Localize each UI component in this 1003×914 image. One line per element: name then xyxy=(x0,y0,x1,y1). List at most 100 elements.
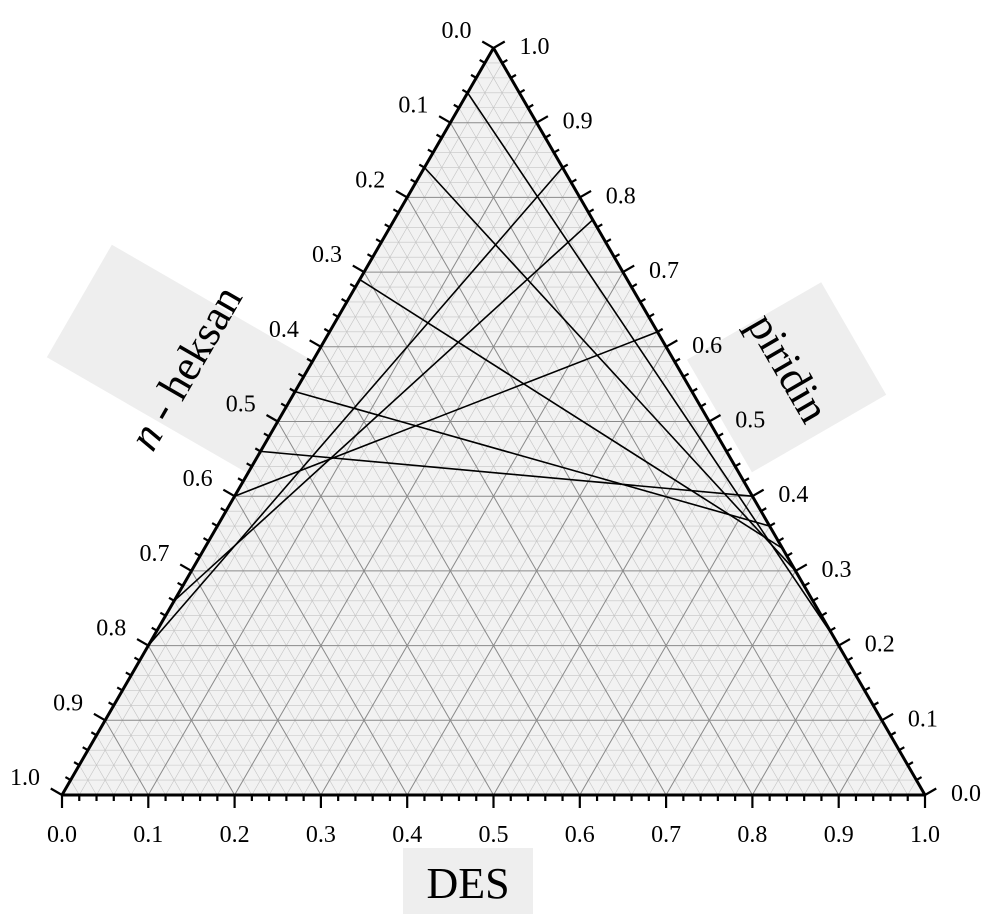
left-axis-tick xyxy=(179,563,192,572)
right-axis-tick-label: 0.7 xyxy=(649,258,679,284)
fine-grid-line xyxy=(803,690,865,796)
fine-grid-line xyxy=(398,212,736,796)
fine-grid-line xyxy=(441,376,684,796)
major-grid-line xyxy=(751,645,840,796)
left-axis-tick-label: 0.7 xyxy=(139,541,169,567)
bottom-axis-tick-label: 0.1 xyxy=(133,822,163,848)
left-axis-tick xyxy=(159,611,167,617)
left-axis-tick xyxy=(151,626,158,632)
bottom-axis-tick-label: 0.5 xyxy=(479,822,509,848)
right-axis-tick xyxy=(743,477,750,483)
right-axis-tick xyxy=(786,552,793,557)
fine-grid-line xyxy=(700,600,814,796)
fine-grid-line xyxy=(855,735,891,796)
right-axis-tick xyxy=(708,414,722,423)
right-axis-tick-label: 1.0 xyxy=(520,34,550,60)
right-axis-tick xyxy=(838,638,851,647)
left-axis-tick xyxy=(222,488,236,498)
major-grid-line xyxy=(493,421,710,796)
major-grid-line xyxy=(363,271,667,796)
left-axis-tick xyxy=(177,581,184,587)
left-axis-tick xyxy=(470,73,477,79)
right-axis-tick xyxy=(846,656,854,662)
right-axis-tick xyxy=(829,626,836,632)
left-axis-tick xyxy=(254,447,262,453)
left-axis-tick xyxy=(50,787,63,796)
bottom-axis-tick-label: 0.9 xyxy=(824,822,854,848)
left-axis-tick xyxy=(202,537,210,542)
left-axis-tick xyxy=(366,253,374,259)
right-axis-tick xyxy=(631,283,638,288)
fine-grid-line xyxy=(631,540,779,796)
right-axis-tick xyxy=(596,223,603,229)
left-axis-tick xyxy=(265,414,279,423)
left-axis-tick-label: 0.2 xyxy=(355,167,385,193)
left-axis-tick xyxy=(438,115,451,124)
fine-grid-line xyxy=(424,361,675,796)
right-axis-tick xyxy=(717,432,724,438)
left-axis-tick xyxy=(220,507,227,513)
fine-grid-line xyxy=(769,660,848,796)
right-axis-tick xyxy=(881,712,894,722)
fine-grid-line xyxy=(372,316,650,796)
fine-grid-line xyxy=(355,301,641,796)
right-axis-title-bg xyxy=(686,282,887,473)
right-axis-tick-label: 0.1 xyxy=(908,706,938,732)
axis-tick-labels: 0.0 0.0 0.0 0.1 0.1 0.1 0.2 0.2 0.2 0.3 0.3 0.3 0.4 0… xyxy=(10,18,981,848)
bottom-axis-title: DES xyxy=(426,859,509,908)
major-grid-line xyxy=(277,421,494,796)
right-axis-tick xyxy=(777,537,785,542)
right-axis-tick-label: 0.4 xyxy=(778,482,808,508)
left-axis-tick-label: 1.0 xyxy=(10,765,40,791)
fine-grid-line xyxy=(389,331,658,796)
left-axis-tick xyxy=(481,40,495,49)
right-axis-tick xyxy=(769,522,776,528)
left-axis-tick xyxy=(133,656,141,662)
fine-grid-line xyxy=(415,182,770,796)
tie-line xyxy=(466,92,836,639)
left-axis-tick xyxy=(453,103,460,109)
right-axis-tick xyxy=(518,88,526,94)
left-axis-tick-label: 0.8 xyxy=(96,616,126,642)
tie-line xyxy=(359,278,784,550)
fine-grid-line xyxy=(251,212,589,796)
right-axis-tick xyxy=(639,298,646,303)
right-axis-tick xyxy=(674,357,681,363)
fine-grid-line xyxy=(113,92,520,796)
right-axis-tick xyxy=(613,253,621,259)
left-axis-tick xyxy=(418,163,426,169)
left-axis-tick-label: 0.3 xyxy=(312,242,342,268)
left-axis-tick xyxy=(263,432,270,438)
fine-grid-line xyxy=(286,242,606,796)
left-axis-tick xyxy=(341,298,348,303)
right-axis-tick xyxy=(889,731,897,737)
bottom-axis-tick-label: 0.8 xyxy=(737,822,767,848)
bottom-axis-tick-label: 0.4 xyxy=(392,822,422,848)
left-axis-tick xyxy=(410,178,417,184)
right-axis-tick xyxy=(803,581,810,587)
left-axis-tick xyxy=(427,148,434,154)
major-grid-line xyxy=(449,122,840,796)
major-grid-line xyxy=(838,720,883,796)
fine-grid-line xyxy=(312,361,563,796)
fine-grid-line xyxy=(79,62,503,796)
fine-grid-line xyxy=(251,466,442,796)
bottom-axis-tick-label: 0.3 xyxy=(306,822,336,848)
fine-grid-line xyxy=(156,630,253,796)
fine-grid-line xyxy=(182,585,304,796)
bottom-axis-tick-label: 0.0 xyxy=(47,822,77,848)
axis-ticks xyxy=(50,40,937,808)
fine-grid-line xyxy=(475,406,701,796)
left-axis-tick xyxy=(125,671,132,677)
right-axis-tick xyxy=(536,115,549,124)
left-axis-tick xyxy=(90,731,98,737)
major-grid xyxy=(104,122,883,796)
left-axis-tick-label: 0.9 xyxy=(53,690,83,716)
left-axis-tick xyxy=(211,522,218,528)
right-axis-tick xyxy=(700,402,707,408)
fine-grid-line xyxy=(217,182,572,796)
bottom-axis-tick-label: 0.7 xyxy=(651,822,681,848)
left-axis-tick xyxy=(352,264,365,274)
left-axis-title-bg xyxy=(46,244,325,480)
